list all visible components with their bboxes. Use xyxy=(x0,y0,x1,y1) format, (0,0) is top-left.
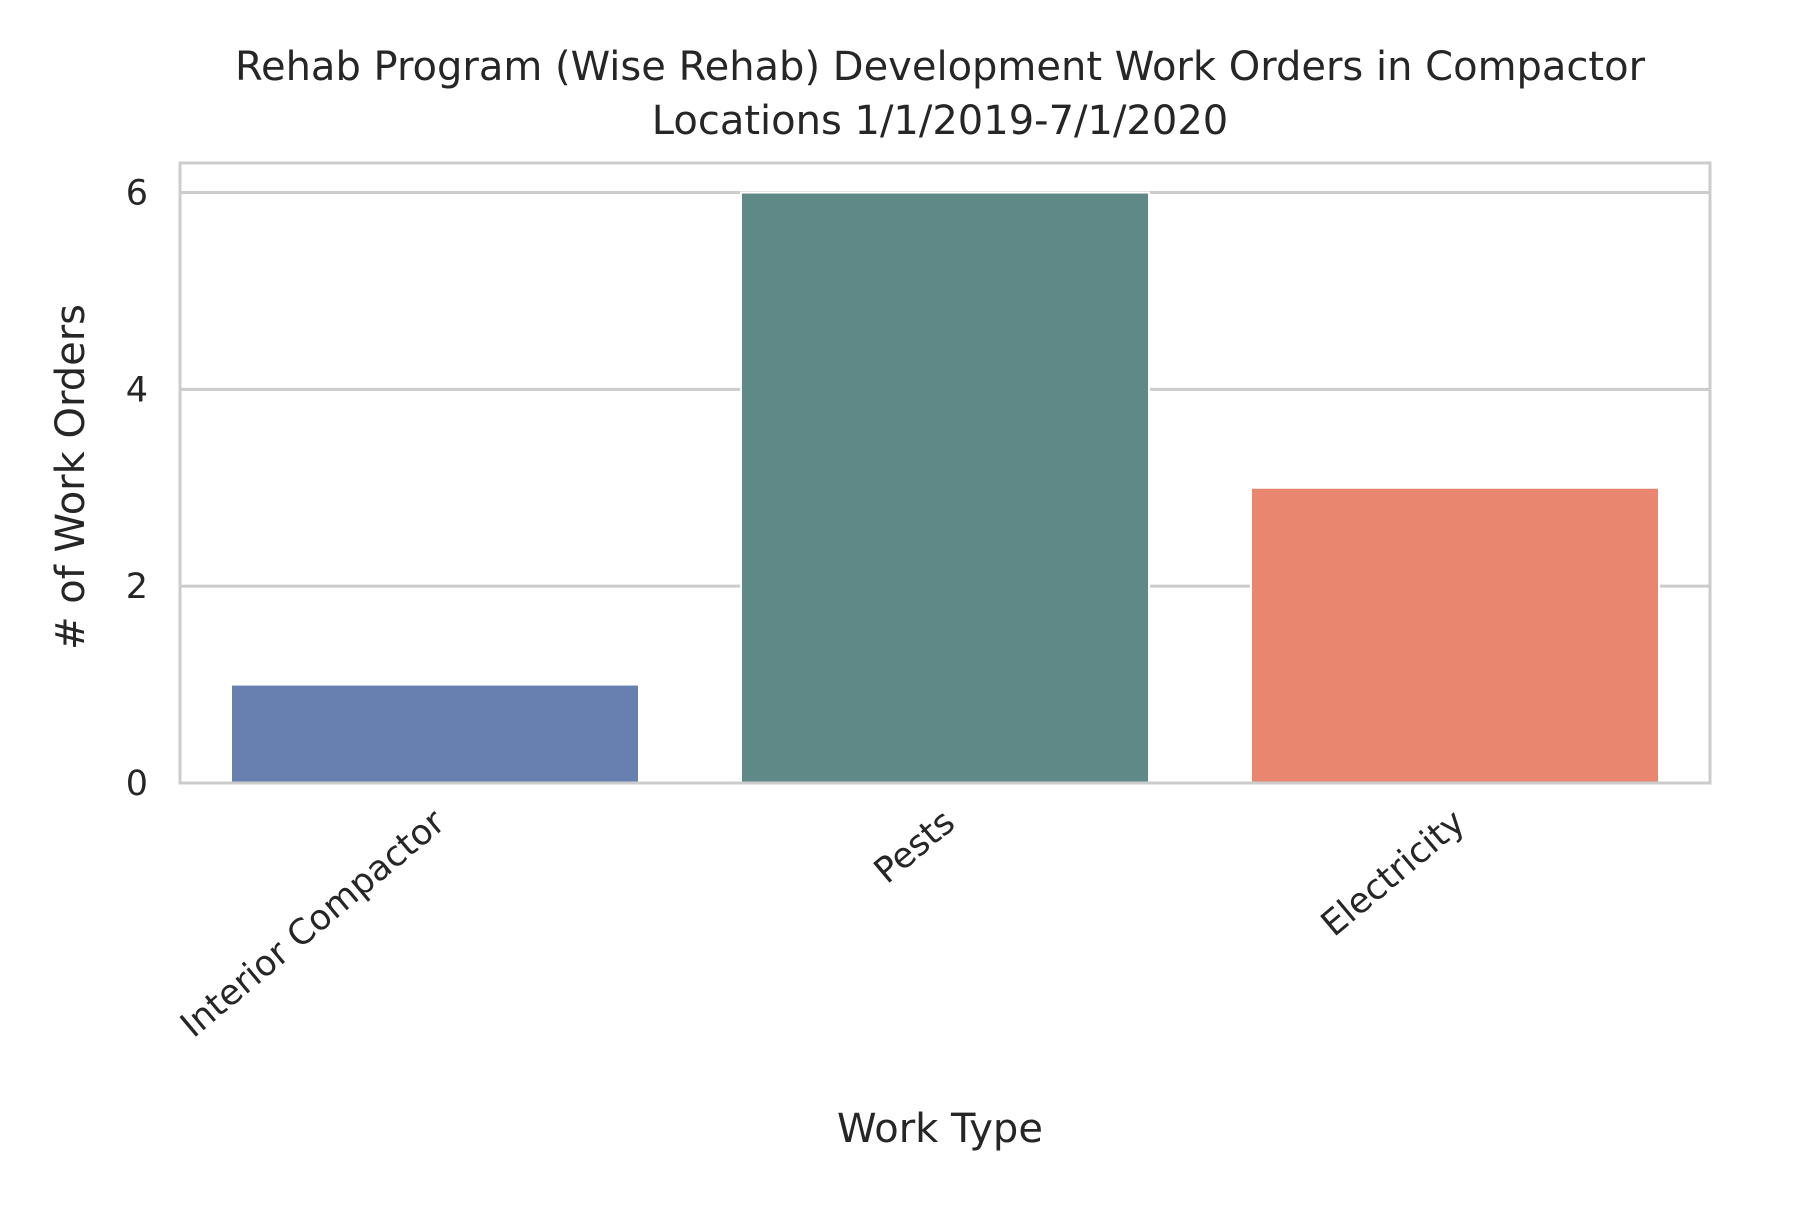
y-axis-label: # of Work Orders xyxy=(48,304,94,650)
x-axis-label: Work Type xyxy=(837,1106,1043,1152)
bar-interior-compactor xyxy=(230,683,640,784)
chart-title-line-1: Rehab Program (Wise Rehab) Development W… xyxy=(235,44,1646,90)
chart-title: Rehab Program (Wise Rehab) Development W… xyxy=(235,44,1646,144)
y-tick-label: 0 xyxy=(126,764,148,804)
plot-frame xyxy=(178,161,1712,785)
bar-pests xyxy=(740,191,1150,784)
chart-title-line-2: Locations 1/1/2019-7/1/2020 xyxy=(652,98,1228,144)
bar-electricity xyxy=(1250,486,1660,784)
y-tick-labels: 0 2 4 6 xyxy=(126,174,148,804)
bars xyxy=(230,191,1660,784)
y-tick-label: 2 xyxy=(126,567,148,607)
y-tick-label: 4 xyxy=(126,370,148,410)
y-tick-label: 6 xyxy=(126,174,148,214)
